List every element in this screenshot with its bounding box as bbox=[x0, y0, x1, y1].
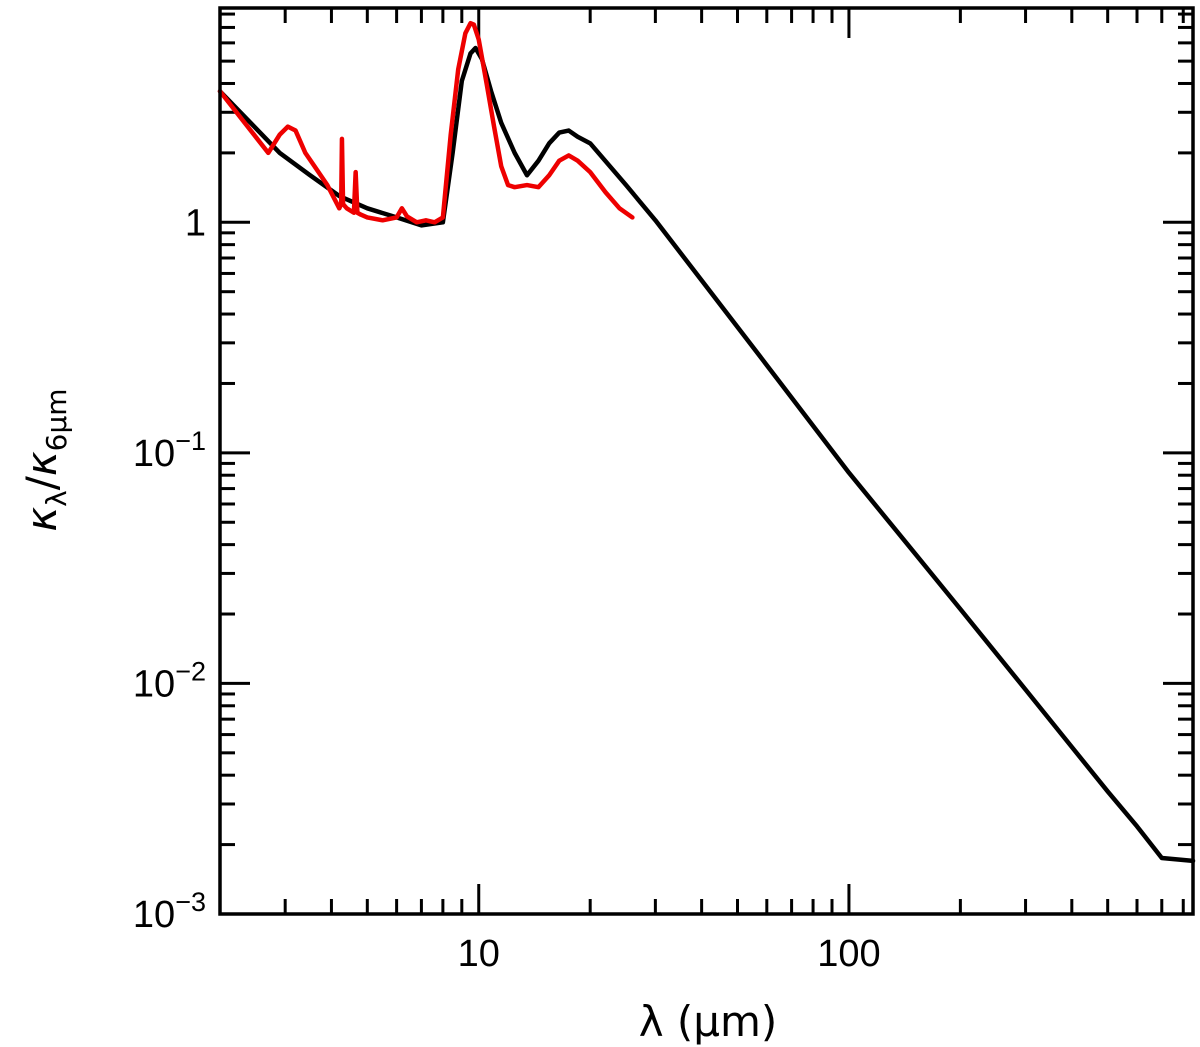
y-tick-label-base: 10 bbox=[133, 894, 175, 936]
black-series-line bbox=[217, 45, 1196, 864]
y-tick-label-exponent: −2 bbox=[175, 656, 206, 686]
y-tick-label-exponent: −1 bbox=[175, 426, 206, 456]
y-axis-title-slash: / bbox=[17, 475, 66, 490]
y-tick-label-base: 10 bbox=[133, 663, 175, 705]
x-axis-title: λ (μm) bbox=[639, 997, 778, 1046]
series-layer bbox=[217, 20, 1196, 864]
y-tick-label: 1 bbox=[185, 202, 206, 244]
x-tick-label: 10 bbox=[458, 933, 500, 975]
tick-marks bbox=[218, 8, 1193, 916]
y-tick-label: 10−3 bbox=[133, 887, 206, 936]
x-tick-label: 100 bbox=[817, 933, 880, 975]
y-tick-label: 10−2 bbox=[133, 656, 206, 705]
y-axis-title-sub-den: 6μm bbox=[40, 388, 73, 451]
plot-frame bbox=[218, 6, 1195, 916]
y-tick-label-base: 10 bbox=[133, 433, 175, 475]
y-axis-title-kappa: κ bbox=[17, 507, 66, 532]
y-axis-title-sub-num: λ bbox=[40, 490, 73, 507]
y-tick-label: 10−1 bbox=[133, 426, 206, 475]
y-axis-title: κλ/κ6μm bbox=[17, 388, 73, 531]
y-axis-title-kappa-den: κ bbox=[17, 451, 66, 476]
red-series-line bbox=[217, 20, 635, 225]
y-tick-label-exponent: −3 bbox=[175, 887, 206, 917]
